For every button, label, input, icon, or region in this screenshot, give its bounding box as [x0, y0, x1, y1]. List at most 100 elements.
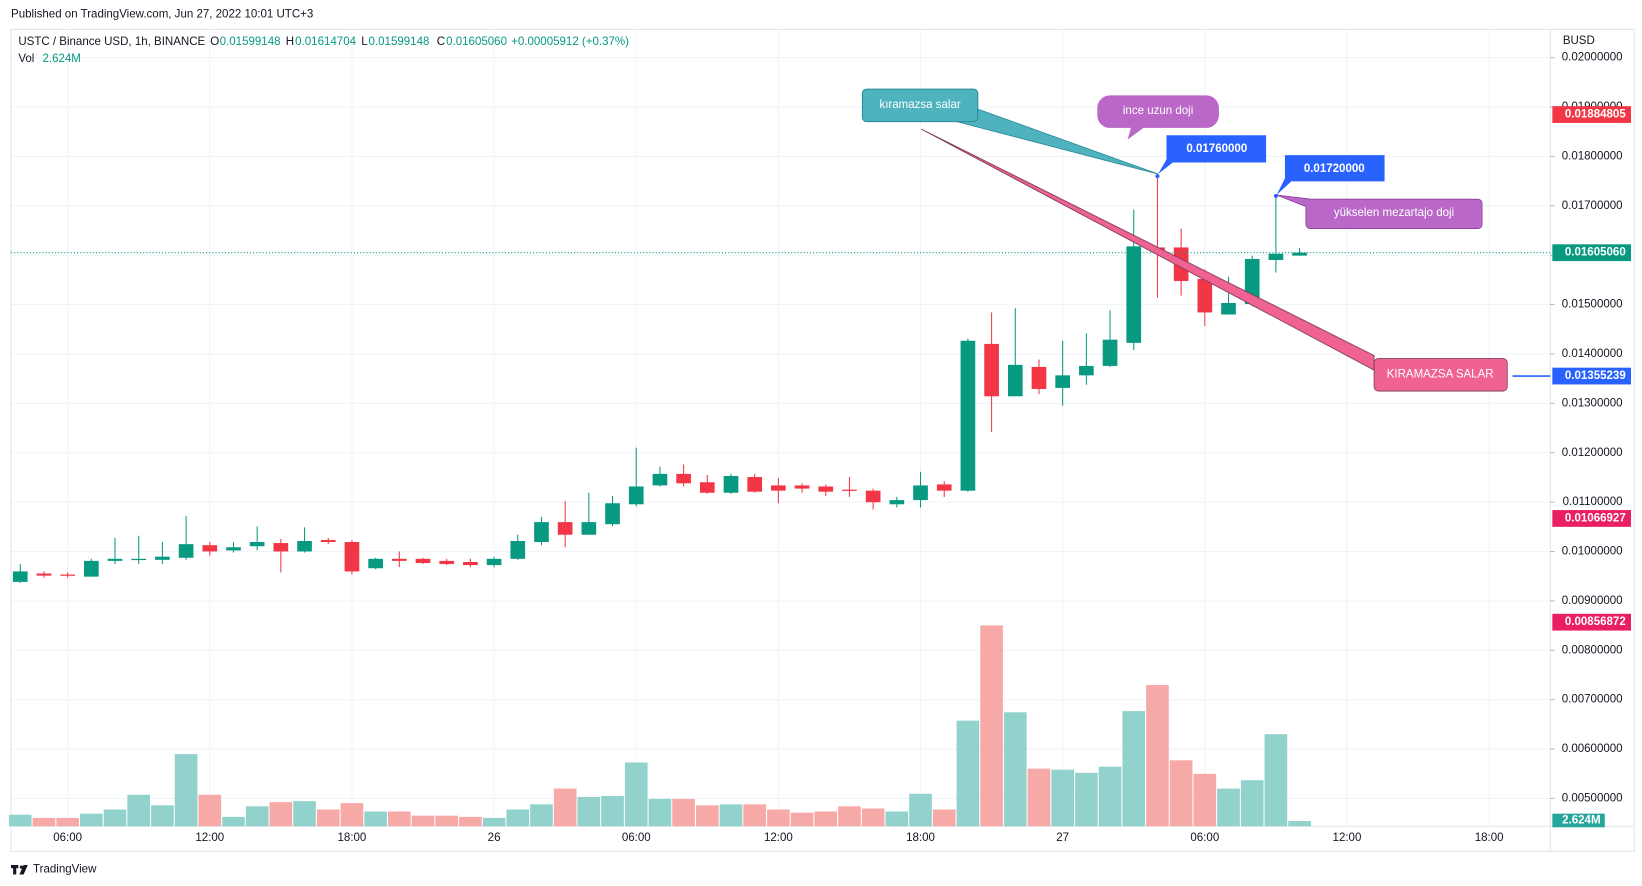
candle-body [889, 500, 905, 505]
price-marker-box [1552, 510, 1631, 527]
volume-key: Vol [18, 53, 34, 65]
candle-body [557, 522, 573, 535]
legend-value: 0.01599148 [369, 36, 430, 48]
volume-pane [8, 625, 1311, 827]
volume-bar [435, 815, 459, 827]
candle-body [107, 558, 123, 561]
legend-value: 0.01599148 [220, 36, 281, 48]
y-tick-label: 0.01500000 [1562, 299, 1623, 311]
volume-value: 2.624M [42, 53, 80, 65]
y-tick-label: 0.00900000 [1562, 595, 1623, 607]
candle-body [368, 558, 383, 569]
price-axis: 0.020000000.019000000.018000000.01700000… [53, 52, 1631, 844]
candle-body [794, 485, 810, 489]
candle-body [1292, 252, 1307, 256]
candle-body [131, 558, 147, 561]
callout-box [861, 88, 979, 123]
candle-body [415, 558, 431, 564]
volume-bar [293, 801, 316, 827]
candle-body [60, 574, 75, 576]
legend-change: +0.00005912 (+0.37%) [511, 36, 629, 48]
candle-body [984, 343, 999, 397]
volume-bar [1051, 769, 1075, 827]
legend-value: 0.01605060 [446, 36, 507, 48]
volume-bar [340, 803, 364, 827]
volume-bar [1122, 711, 1146, 827]
x-tick-label: 06:00 [1190, 832, 1219, 844]
volume-bar [198, 794, 222, 827]
published-note: Published on TradingView.com, Jun 27, 20… [11, 9, 313, 21]
candle-body [628, 486, 644, 505]
volume-bar [530, 804, 553, 827]
candle-body [960, 340, 976, 491]
candle-body [12, 571, 28, 582]
volume-bar [838, 806, 861, 827]
candle-body [83, 560, 99, 577]
volume-bar [695, 805, 719, 827]
legend-key: H [286, 36, 294, 48]
label-box [1373, 358, 1508, 392]
volume-bar [1217, 788, 1240, 827]
volume-bar [648, 798, 672, 827]
candle-body [1007, 364, 1023, 397]
volume-bar [956, 720, 980, 827]
price-label-box [1276, 155, 1385, 196]
y-tick-label: 0.01000000 [1562, 546, 1623, 558]
frame [10, 28, 1635, 852]
candle-body [534, 522, 549, 543]
volume-bar [411, 815, 435, 827]
volume-axis-label: 2.624M [1562, 815, 1600, 827]
y-tick-label: 0.01400000 [1562, 348, 1623, 360]
x-tick-label: 27 [1056, 832, 1069, 844]
volume-bar [127, 794, 151, 827]
annotation-text: yükselen mezartajo doji [1334, 207, 1454, 219]
candle-body [439, 560, 455, 565]
x-tick-label: 18:00 [1475, 832, 1504, 844]
candle-body [510, 540, 526, 559]
candle-body [1079, 365, 1094, 376]
volume-bar [980, 625, 1003, 827]
candle-body [1197, 278, 1213, 313]
y-tick-label: 0.02000000 [1562, 52, 1623, 64]
x-tick-label: 26 [488, 832, 501, 844]
price-label: 0.01720000 [1304, 163, 1365, 175]
volume-bar [1098, 766, 1122, 827]
candle-body [249, 542, 265, 547]
volume-bar [222, 816, 245, 827]
volume-bar [1240, 780, 1264, 827]
annotation-text: kıramazsa salar [879, 99, 960, 111]
volume-bar [8, 814, 32, 827]
volume-bar [151, 805, 174, 827]
last-price-label: 0.01605060 [1565, 247, 1626, 259]
candle-body [391, 558, 407, 561]
volume-bar [672, 798, 695, 827]
y-tick-label: 0.00800000 [1562, 644, 1623, 656]
candle-body [699, 482, 715, 493]
volume-bar [743, 804, 767, 827]
x-tick-label: 12:00 [764, 832, 793, 844]
candle-body [226, 547, 241, 551]
volume-bar [506, 809, 530, 827]
candle-body [1126, 246, 1142, 343]
volume-bar [1264, 734, 1288, 827]
candle-body [36, 573, 52, 576]
y-tick-label: 0.00600000 [1562, 743, 1623, 755]
legend-value: 0.01614704 [295, 36, 356, 48]
annotation-anchor [1155, 174, 1160, 179]
footer-brand: TradingView [33, 863, 97, 875]
x-tick-label: 18:00 [338, 832, 367, 844]
volume-bar [459, 816, 482, 827]
candle-body [1055, 375, 1071, 388]
volume-bar [601, 795, 624, 827]
logo-part [19, 865, 28, 875]
volume-bar [1193, 773, 1217, 827]
volume-bar [364, 811, 387, 827]
price-label: 0.01760000 [1186, 143, 1247, 155]
volume-bar [56, 817, 79, 827]
y-tick-label: 0.01300000 [1562, 397, 1623, 409]
price-marker-label: 0.00856872 [1565, 616, 1626, 628]
volume-bar [814, 811, 838, 827]
volume-bar [245, 806, 269, 827]
